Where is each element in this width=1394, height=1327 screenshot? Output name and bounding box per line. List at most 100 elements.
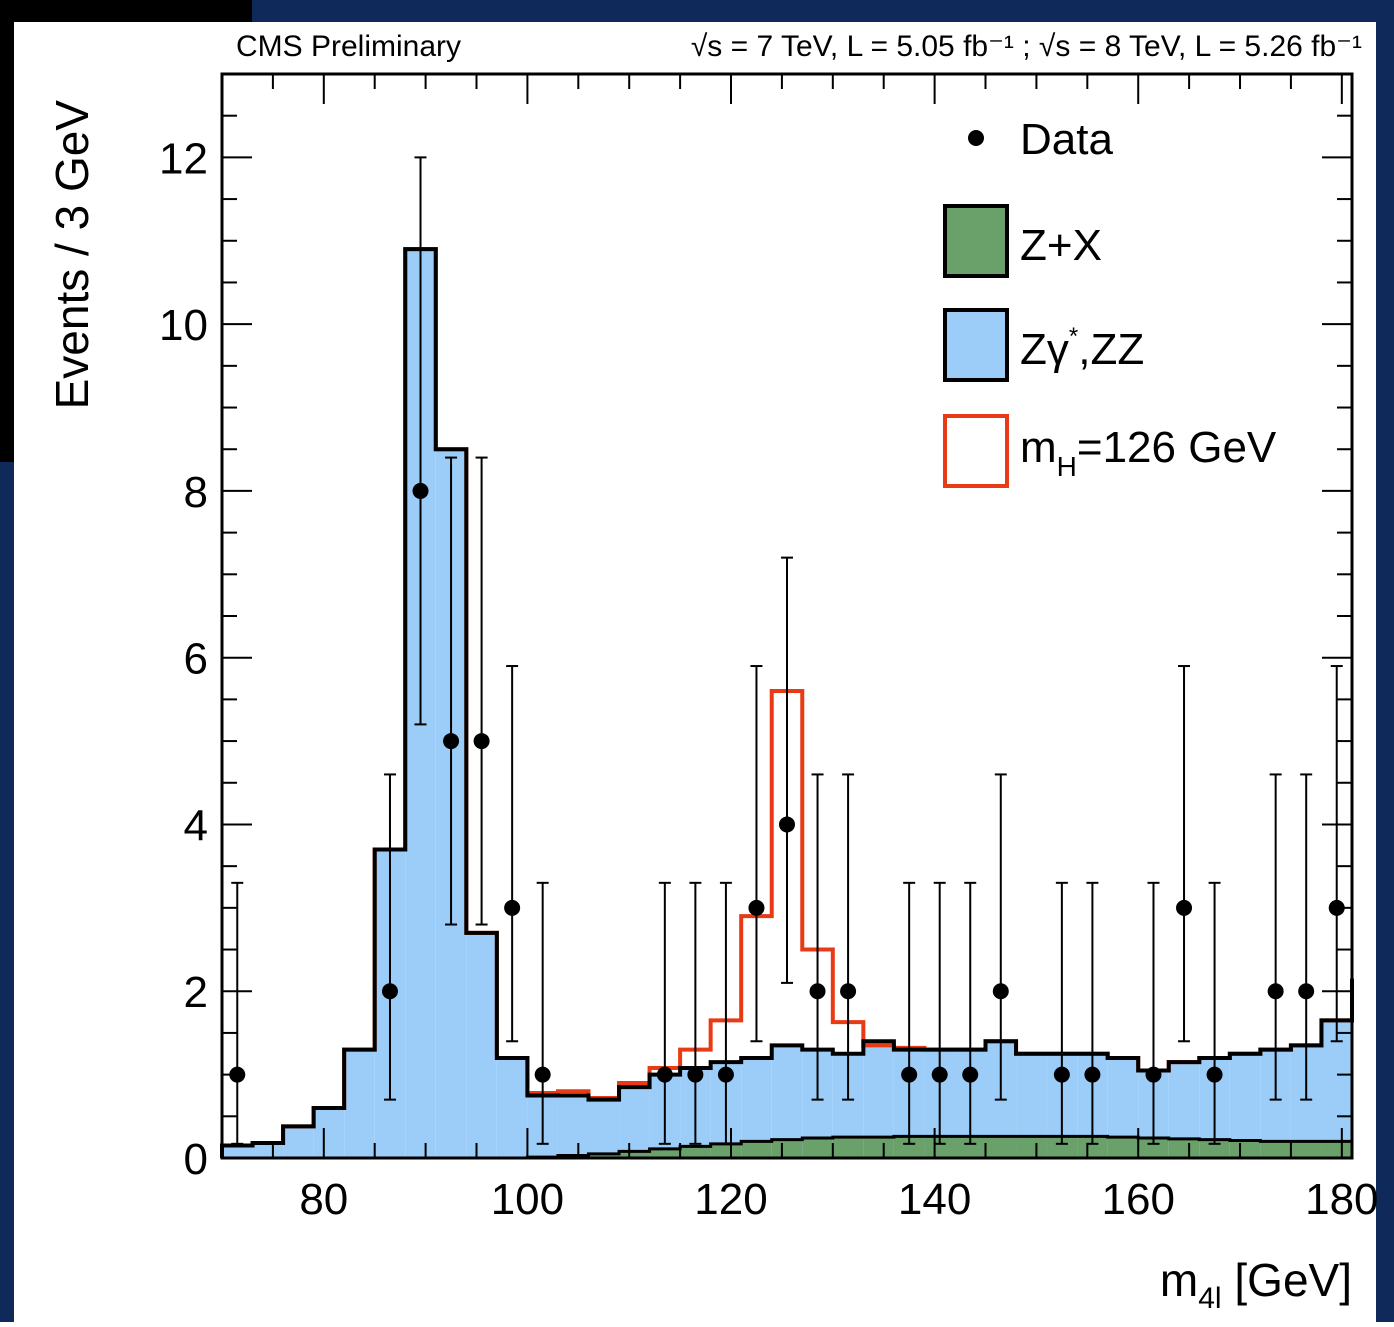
legend: Data Z+X Zγ*,ZZ mH=126 GeV [943, 115, 1277, 488]
x-axis-label-unit: [GeV] [1222, 1254, 1352, 1306]
legend-higgs-label: mH=126 GeV [1020, 423, 1277, 482]
data-point [1206, 1066, 1223, 1083]
data-point [931, 1066, 948, 1083]
bar-zz [1321, 1020, 1352, 1158]
bar-zx [832, 1137, 864, 1158]
data-point [779, 816, 795, 833]
legend-zz-label: Zγ*,ZZ [1020, 323, 1144, 374]
bar-zx [1199, 1139, 1230, 1158]
data-point [534, 1066, 551, 1083]
bar-zx [924, 1136, 955, 1158]
data-point [840, 983, 857, 1000]
y-tick-label: 8 [184, 468, 208, 517]
x-tick-label: 120 [694, 1175, 767, 1224]
x-axis-label-main: m [1160, 1254, 1198, 1306]
legend-data-marker [968, 130, 984, 146]
bar-zx [1107, 1137, 1139, 1158]
bar-zz [222, 1145, 253, 1158]
bar-zx [893, 1136, 925, 1158]
y-tick-label: 10 [159, 301, 208, 350]
axes [220, 72, 1354, 1160]
legend-entry-higgs: mH=126 GeV [943, 414, 1277, 488]
data-point [412, 482, 429, 499]
x-axis-label: m4l [GeV] [1160, 1254, 1352, 1315]
data-point [656, 1066, 673, 1083]
data-point [962, 1066, 979, 1083]
data-point [901, 1066, 918, 1083]
y-tick-label: 0 [184, 1135, 208, 1184]
x-tick-label: 100 [491, 1175, 564, 1224]
legend-higgs-swatch [943, 414, 1009, 488]
data-point [504, 899, 521, 916]
legend-zx-swatch [943, 204, 1009, 278]
series-line-zz [220, 247, 1354, 1158]
bar-zx [741, 1141, 772, 1158]
legend-zz-label-main: Zγ [1020, 325, 1069, 374]
legend-higgs-label-tail: =126 GeV [1077, 423, 1277, 472]
bar-zz [466, 932, 497, 1158]
frame-top-navy [0, 0, 1394, 22]
bar-zx [649, 1148, 681, 1158]
data-point [809, 983, 826, 1000]
tick-labels: 80 100 120 140 160 180 0 2 4 6 8 10 12 [159, 134, 1378, 1224]
x-axis-label-sub: 4l [1198, 1282, 1221, 1315]
frame-black-corner [0, 0, 252, 22]
bar-zz [283, 1126, 314, 1158]
bar-zz [588, 1099, 620, 1158]
data-point [1176, 899, 1193, 916]
bar-zx [863, 1137, 894, 1158]
bar-zz [619, 1087, 650, 1158]
bar-zx [1290, 1141, 1322, 1158]
bar-zx [985, 1136, 1017, 1158]
header-right: √s = 7 TeV, L = 5.05 fb⁻¹ ; √s = 8 TeV, … [691, 30, 1362, 63]
y-tick-label: 6 [184, 635, 208, 684]
bar-zz [313, 1107, 345, 1158]
bar-zz [557, 1095, 589, 1158]
y-tick-label: 2 [184, 968, 208, 1017]
data-point [748, 899, 765, 916]
bar-zx [771, 1139, 803, 1158]
x-tick-label: 140 [898, 1175, 971, 1224]
bar-zx [588, 1153, 620, 1158]
y-tick-label: 12 [159, 134, 208, 183]
bar-zz [496, 1057, 528, 1158]
data-point [992, 983, 1009, 1000]
y-tick-label: 4 [184, 801, 208, 850]
bar-zx [1046, 1136, 1078, 1158]
bar-zx [1168, 1138, 1200, 1158]
data-point [443, 733, 460, 750]
bar-zz [344, 1049, 375, 1158]
data-point [717, 1066, 734, 1083]
bar-zx [710, 1143, 742, 1158]
bar-zx [802, 1137, 833, 1158]
x-tick-label: 180 [1305, 1175, 1378, 1224]
data-point [1267, 983, 1284, 1000]
bar-zx [1229, 1140, 1261, 1158]
y-axis-label: Events / 3 GeV [46, 100, 98, 410]
legend-zz-label-sup: * [1069, 323, 1078, 350]
x-tick-label: 80 [299, 1175, 348, 1224]
data-point [229, 1066, 246, 1083]
bar-zx [1321, 1141, 1352, 1158]
bar-zx [1138, 1137, 1169, 1158]
bar-zx [1016, 1136, 1047, 1158]
bar-zx [1077, 1136, 1108, 1158]
bar-zz [252, 1142, 284, 1158]
frame-black-left [0, 0, 14, 462]
data-point [1298, 983, 1315, 1000]
header-left: CMS Preliminary [236, 30, 461, 63]
data-point [687, 1066, 704, 1083]
legend-higgs-label-main: m [1020, 423, 1057, 472]
legend-higgs-label-sub: H [1057, 451, 1077, 482]
legend-zz-label-tail: ,ZZ [1078, 325, 1144, 374]
bar-zx [1260, 1141, 1291, 1158]
legend-entry-zx: Z+X [943, 204, 1102, 278]
legend-zz-swatch [943, 308, 1009, 382]
legend-entry-zz: Zγ*,ZZ [943, 308, 1144, 382]
bar-zx [954, 1136, 986, 1158]
legend-entry-data: Data [968, 115, 1113, 164]
data-point [473, 733, 490, 750]
legend-data-label: Data [1020, 115, 1113, 164]
bar-zx [619, 1151, 650, 1158]
